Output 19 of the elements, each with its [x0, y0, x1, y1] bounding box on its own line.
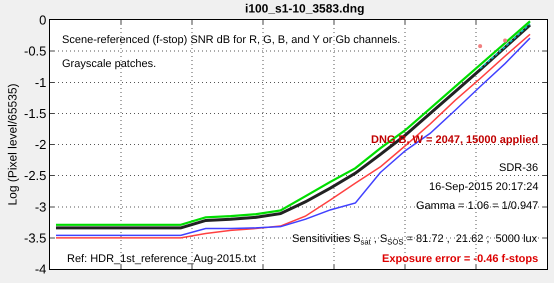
- annotation: Exposure error = -0.46 f-stops: [382, 253, 538, 265]
- annotation: Sensitivities S$_{sat}$ , S$_{SOS}$ = 81.72 , 21.62 ; 5000 lux: [292, 233, 538, 246]
- annotation: Gamma = 1.06 = 1/0.947: [416, 200, 538, 212]
- annotation: Grayscale patches.: [62, 58, 156, 70]
- y-tick-label: -0.5: [24, 44, 46, 59]
- y-tick-label: -1: [34, 74, 46, 90]
- y-tick-label: 0: [39, 12, 46, 28]
- annotation: Scene-referenced (f-stop) SNR dB for R, G, B, and Y or Gb channels.: [62, 34, 400, 46]
- y-tick-label: -2: [34, 137, 46, 152]
- annotation: SDR-36: [499, 162, 538, 174]
- annotation: Ref: HDR_1st_reference_Aug-2015.txt: [67, 253, 256, 265]
- y-tick-label: -2.5: [24, 168, 46, 184]
- y-tick-label: -3: [34, 199, 46, 214]
- y-tick-label: -4: [34, 262, 46, 277]
- annotation: 16-Sep-2015 20:17:24: [429, 181, 538, 193]
- y-tick-label: -3.5: [24, 230, 46, 246]
- y-tick-label: -1.5: [24, 106, 46, 121]
- chart-title: i100_s1-10_3583.dng: [244, 2, 364, 16]
- y-axis-title: Log (Pixel level/65535): [5, 83, 20, 206]
